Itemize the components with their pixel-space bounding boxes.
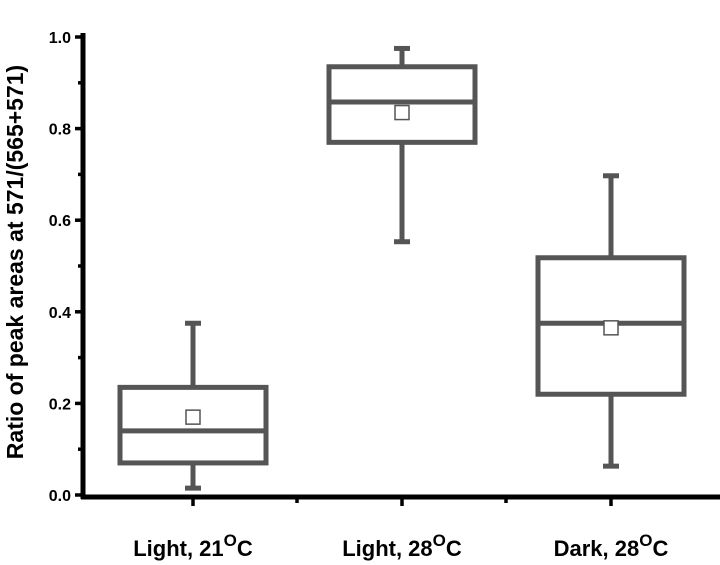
axes	[75, 33, 720, 506]
y-tick-label: 0.8	[49, 122, 71, 139]
y-tick-label: 0.2	[49, 396, 71, 413]
iqr-box	[535, 255, 687, 397]
y-tick-label: 1.0	[49, 30, 71, 47]
y-tick-label: 0.4	[49, 305, 71, 322]
x-category-label: Dark, 28OC	[554, 531, 669, 561]
box-series	[117, 45, 687, 491]
y-tick-label: 0.0	[49, 488, 71, 505]
iqr-box	[117, 384, 269, 466]
box-group	[535, 173, 687, 469]
box-group	[117, 320, 269, 491]
mean-marker	[394, 104, 410, 121]
box-group	[326, 45, 478, 245]
x-category-label: Light, 28OC	[342, 531, 462, 561]
mean-marker	[185, 409, 201, 425]
y-axis-title: Ratio of peak areas at 571/(565+571)	[2, 65, 28, 459]
x-category-label: Light, 21OC	[133, 531, 253, 561]
y-tick-label: 0.6	[49, 213, 71, 230]
labels: 0.0 0.2 0.4 0.6 0.8 1.0 Light, 21OC Light, 28OC…	[2, 30, 668, 561]
iqr-box	[326, 64, 478, 145]
mean-marker	[603, 320, 619, 336]
